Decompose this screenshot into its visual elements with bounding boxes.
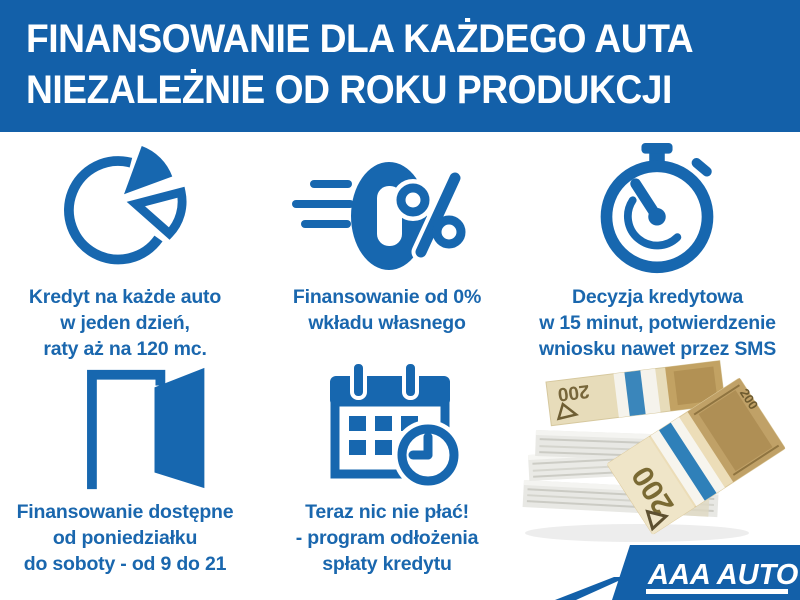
headline-line1: FINANSOWANIE DLA KAŻDEGO AUTA: [26, 17, 694, 61]
feature-caption-loan: Kredyt na każde auto w jeden dzień, raty…: [28, 286, 222, 360]
pie-chart-icon: [61, 142, 189, 272]
logo-parallelogram: [612, 545, 800, 600]
logo-tail-stripe: [555, 577, 627, 600]
header-banner: FINANSOWANIE DLA KAŻDEGO AUTA NIEZALEŻNI…: [0, 0, 800, 132]
stopwatch-icon: [589, 140, 725, 278]
open-door-icon: [58, 362, 208, 494]
logo-underline: [646, 589, 788, 594]
feature-caption-deferred-payment: Teraz nic nie płać! - program odłożenia …: [295, 501, 479, 575]
logo-text: AAA AUTO: [647, 559, 799, 591]
headline-line2: NIEZALEŻNIE OD ROKU PRODUKCJI: [26, 68, 672, 112]
zero-percent-icon: [282, 150, 482, 280]
bundle-leaning-face: 200 200: [607, 377, 786, 535]
aaa-auto-logo: AAA AUTO: [550, 542, 800, 600]
calendar-clock-icon: [312, 360, 462, 490]
feature-caption-credit-decision: Decyzja kredytowa w 15 minut, potwierdze…: [538, 286, 777, 360]
banknote-stacks-image: 200 200 200: [512, 352, 797, 547]
svg-text:200: 200: [557, 380, 591, 405]
feature-caption-availability: Finansowanie dostępne od poniedziałku do…: [16, 501, 234, 575]
feature-caption-zero-percent: Finansowanie od 0% wkładu własnego: [292, 286, 482, 334]
